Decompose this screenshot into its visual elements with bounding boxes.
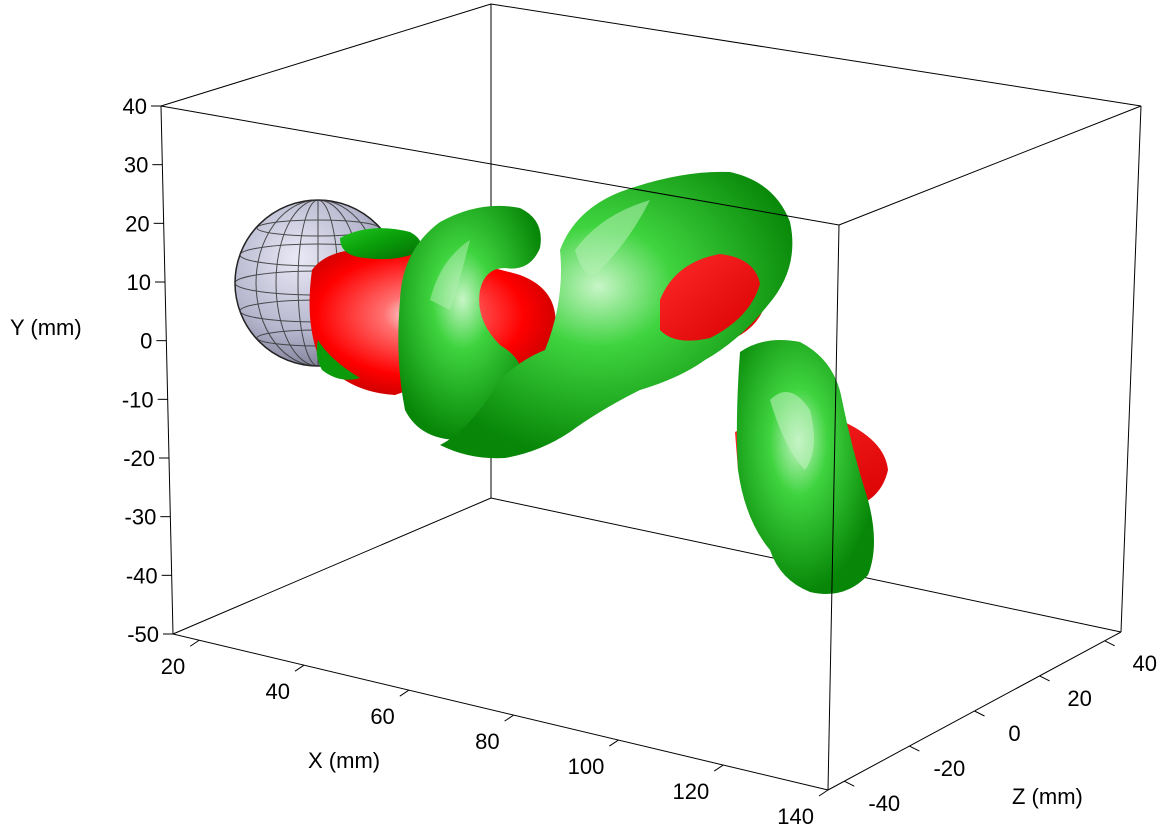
y-axis-label: Y (mm) xyxy=(10,315,82,340)
y-tick-label: 0 xyxy=(140,329,152,354)
z-axis-label: Z (mm) xyxy=(1012,784,1083,809)
y-tick-label: 20 xyxy=(125,211,149,236)
z-tick-label: 40 xyxy=(1132,651,1156,676)
z-tick xyxy=(1104,640,1115,647)
z-tick-label: -40 xyxy=(868,791,900,816)
x-axis-label: X (mm) xyxy=(308,748,380,773)
y-tick-label: 10 xyxy=(127,270,151,295)
x-tick-label: 60 xyxy=(370,704,394,729)
box-edge xyxy=(160,3,492,107)
z-tick-label: 0 xyxy=(1008,721,1020,746)
box-edge xyxy=(838,105,1142,226)
y-tick-label: 40 xyxy=(123,94,147,119)
x-axis-line xyxy=(172,633,829,791)
x-tick-label: 140 xyxy=(777,804,814,829)
y-tick-label: -50 xyxy=(127,622,159,647)
x-tick xyxy=(818,789,829,797)
y-tick-label: 30 xyxy=(124,153,148,178)
z-tick xyxy=(974,710,985,717)
box-edge xyxy=(172,497,492,635)
x-tick xyxy=(504,714,514,722)
positive-isosurface xyxy=(316,171,874,594)
tick-labels: 403020100-10-20-30-40-502040608010012014… xyxy=(122,94,1157,829)
tick-marks xyxy=(151,105,1115,797)
x-tick-label: 40 xyxy=(266,679,290,704)
x-tick-label: 100 xyxy=(568,754,605,779)
x-tick xyxy=(609,739,619,747)
z-tick-label: 20 xyxy=(1067,686,1091,711)
x-tick xyxy=(294,664,305,672)
y-tick-label: -40 xyxy=(126,563,158,588)
box-edge xyxy=(827,224,840,791)
y-tick-label: -10 xyxy=(122,387,154,412)
y-tick-label: -20 xyxy=(123,446,155,471)
z-tick xyxy=(909,745,920,752)
z-tick xyxy=(844,780,855,787)
box-edge xyxy=(490,3,1142,107)
x-tick xyxy=(713,764,724,772)
x-tick-label: 80 xyxy=(475,729,499,754)
x-tick-label: 20 xyxy=(161,654,185,679)
x-tick xyxy=(189,639,200,647)
y-tick-label: -30 xyxy=(125,505,157,530)
z-tick xyxy=(1039,675,1050,682)
box-front-edges xyxy=(160,105,1142,791)
x-tick-label: 120 xyxy=(672,779,709,804)
x-tick xyxy=(399,689,410,697)
y-axis-line xyxy=(160,105,174,635)
box-edge xyxy=(1120,105,1142,633)
box-edge xyxy=(160,105,840,226)
z-tick-label: -20 xyxy=(933,756,965,781)
